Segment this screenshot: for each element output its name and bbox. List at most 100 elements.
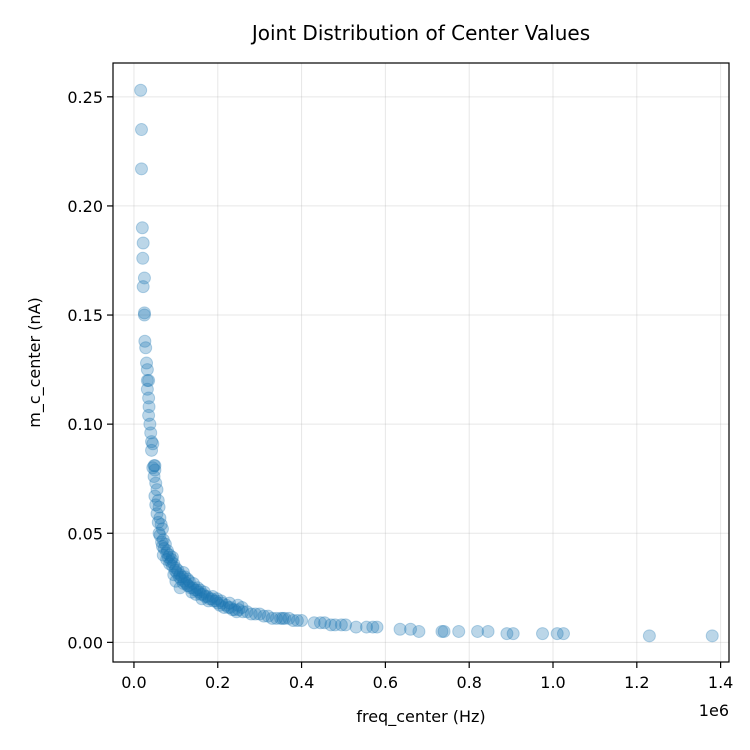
data-point	[142, 391, 156, 405]
data-point	[452, 624, 466, 638]
data-point	[200, 590, 214, 604]
data-point	[186, 576, 200, 590]
data-point	[278, 611, 292, 625]
data-point	[143, 417, 157, 431]
data-point	[206, 590, 220, 604]
data-point	[202, 594, 216, 608]
data-point	[161, 550, 175, 564]
data-point	[435, 624, 449, 638]
data-point	[481, 624, 495, 638]
y-tick-label: 0.10	[67, 415, 103, 434]
data-point	[138, 334, 152, 348]
y-tick-label: 0.25	[67, 88, 103, 107]
y-tick-label: 0.20	[67, 197, 103, 216]
data-point	[168, 563, 182, 577]
data-point	[165, 552, 179, 566]
data-point	[176, 576, 190, 590]
data-point	[253, 607, 267, 621]
data-point	[705, 629, 719, 643]
data-point	[135, 221, 149, 235]
data-point	[163, 548, 177, 562]
data-point	[142, 408, 156, 422]
data-point	[184, 581, 198, 595]
data-point	[366, 620, 380, 634]
data-point	[286, 614, 300, 628]
data-point	[134, 123, 148, 137]
data-point	[223, 600, 237, 614]
data-point	[182, 574, 196, 588]
data-point	[217, 600, 231, 614]
data-point	[153, 511, 167, 525]
data-point	[167, 557, 181, 571]
data-point	[265, 611, 279, 625]
data-point	[160, 544, 174, 558]
data-point	[137, 308, 151, 322]
data-point	[188, 583, 202, 597]
data-point	[140, 356, 154, 370]
data-point	[171, 563, 185, 577]
data-point	[169, 561, 183, 575]
data-point	[360, 620, 374, 634]
data-point	[169, 574, 183, 588]
x-tick-label: 1.2	[624, 673, 649, 692]
data-point	[202, 592, 216, 606]
data-point	[228, 603, 242, 617]
data-point	[163, 557, 177, 571]
data-point	[179, 576, 193, 590]
x-axis-label: freq_center (Hz)	[356, 707, 485, 727]
data-point	[185, 585, 199, 599]
data-point	[173, 581, 187, 595]
data-point	[471, 624, 485, 638]
data-point	[404, 622, 418, 636]
data-point	[174, 572, 188, 586]
data-point	[191, 581, 205, 595]
data-point	[189, 587, 203, 601]
data-point	[157, 542, 171, 556]
data-point	[156, 548, 170, 562]
data-point	[155, 535, 169, 549]
data-point	[214, 594, 228, 608]
x-tick-label: 0.4	[289, 673, 314, 692]
data-point	[137, 306, 151, 320]
data-point	[147, 459, 161, 473]
data-point	[393, 622, 407, 636]
data-point	[147, 470, 161, 484]
data-point	[153, 528, 167, 542]
data-point	[257, 609, 271, 623]
data-point	[140, 382, 154, 396]
data-point	[176, 566, 190, 580]
data-point	[235, 600, 249, 614]
data-point	[230, 605, 244, 619]
data-point	[150, 483, 164, 497]
data-point	[173, 568, 187, 582]
data-point	[181, 572, 195, 586]
data-point	[166, 550, 180, 564]
data-point	[225, 603, 239, 617]
data-point	[145, 435, 159, 449]
data-point	[307, 616, 321, 630]
data-point	[412, 624, 426, 638]
data-point	[166, 559, 180, 573]
data-point	[195, 592, 209, 606]
x-tick-label: 0.2	[205, 673, 230, 692]
data-point	[144, 426, 158, 440]
data-point	[137, 271, 151, 285]
data-point	[370, 620, 384, 634]
data-point	[248, 607, 262, 621]
data-point	[136, 236, 150, 250]
data-point	[154, 518, 168, 532]
data-point	[152, 526, 166, 540]
data-point	[324, 618, 338, 632]
data-point	[150, 507, 164, 521]
data-point	[222, 596, 236, 610]
x-tick-label: 1.0	[540, 673, 565, 692]
data-point	[236, 605, 250, 619]
data-point	[276, 611, 290, 625]
data-point	[196, 587, 210, 601]
data-point	[261, 609, 275, 623]
data-point	[151, 515, 165, 529]
data-point	[313, 616, 327, 630]
data-point	[290, 614, 304, 628]
data-point	[339, 618, 353, 632]
